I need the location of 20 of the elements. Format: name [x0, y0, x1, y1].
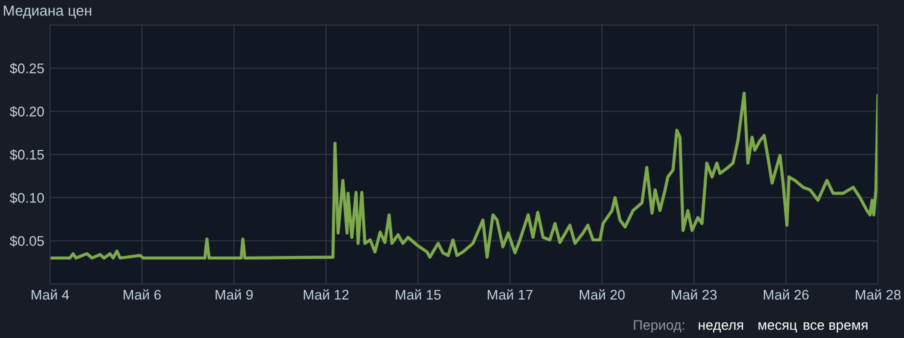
x-tick-label: Май 15: [396, 289, 441, 300]
text: неделя: [698, 322, 743, 333]
y-tick-label: $0.15: [10, 149, 44, 160]
x-tick-label: Май 12: [304, 289, 349, 300]
x-tick-label: Май 9: [216, 289, 253, 300]
text: месяц: [758, 322, 797, 333]
x-tick-label: Май 6: [124, 289, 161, 300]
y-tick-label: $0.20: [10, 106, 44, 118]
y-tick-label: $0.05: [10, 236, 44, 247]
text: Период:: [634, 320, 684, 333]
x-tick-label: Май 4: [32, 289, 69, 300]
x-tick-label: Май 26: [764, 289, 809, 300]
x-tick-label: Май 20: [580, 289, 625, 300]
text: все время: [804, 322, 868, 333]
x-tick-label: Май 28: [856, 289, 901, 300]
x-tick-label: Май 23: [672, 289, 717, 300]
x-tick-label: Май 17: [488, 289, 533, 300]
chart-title: Медиана цен: [4, 6, 92, 19]
y-tick-label: $0.10: [10, 192, 44, 204]
y-tick-label: $0.25: [10, 62, 44, 74]
